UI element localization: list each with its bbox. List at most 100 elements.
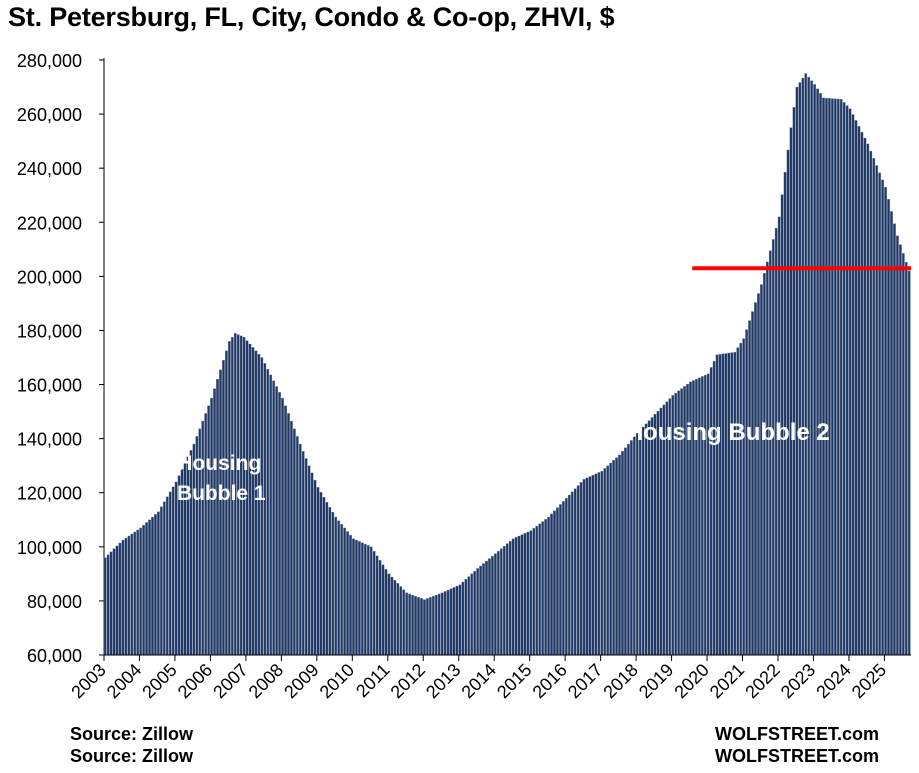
bar (896, 235, 899, 656)
x-axis: 2003200420052006200720082009201020112012… (67, 654, 911, 702)
bar (168, 491, 172, 656)
bar (573, 488, 577, 656)
bar (112, 548, 116, 656)
bar (162, 501, 166, 656)
bar (828, 98, 831, 656)
bar (204, 413, 208, 656)
bar (529, 530, 533, 656)
x-tick-label: 2017 (564, 660, 606, 702)
bar (207, 405, 210, 656)
bar (517, 535, 521, 656)
bar (653, 414, 657, 656)
y-tick-label: 220,000 (17, 213, 82, 233)
bar (157, 511, 160, 656)
bar (624, 447, 627, 656)
bar (745, 329, 748, 656)
bar (739, 342, 743, 656)
x-tick-label: 2005 (138, 660, 180, 702)
bar (142, 525, 145, 656)
bar (384, 569, 388, 656)
x-tick-label: 2022 (741, 660, 783, 702)
source-note-echo: Source: Zillow (70, 746, 194, 766)
bar (461, 581, 465, 656)
bar (148, 519, 151, 656)
y-tick-label: 180,000 (17, 321, 82, 341)
bar (290, 420, 293, 656)
bar (706, 373, 710, 656)
bar (431, 596, 435, 656)
bar (559, 504, 562, 656)
bar (523, 533, 527, 656)
bar (390, 576, 394, 656)
bar (904, 261, 908, 656)
bar (556, 507, 559, 656)
bar (881, 179, 884, 656)
bar (567, 494, 571, 656)
bar (553, 510, 556, 656)
bar (219, 369, 222, 656)
y-axis: 60,000 80,000 100,000 120,000 140,000 160,000… (17, 51, 105, 666)
bar (810, 80, 814, 656)
bar (399, 586, 403, 656)
bar (901, 253, 905, 656)
bar (801, 77, 805, 656)
y-tick-label: 260,000 (17, 105, 82, 125)
x-tick-label: 2018 (599, 660, 641, 702)
bar (449, 588, 453, 656)
bar (275, 386, 278, 656)
bar (455, 585, 459, 656)
bar (851, 114, 855, 656)
bar (287, 413, 290, 656)
bar (718, 354, 722, 656)
bar (420, 598, 423, 656)
source-note: Source: Zillow (70, 724, 194, 744)
bar (458, 584, 462, 656)
bar (381, 564, 385, 656)
bar (839, 99, 843, 656)
bar (866, 143, 870, 656)
bar (585, 477, 589, 656)
bar (656, 410, 660, 656)
bar (712, 360, 716, 656)
bar (647, 420, 651, 656)
bar (783, 172, 787, 656)
bar (402, 589, 406, 656)
bar (358, 541, 361, 656)
bar (505, 543, 509, 656)
bar-series (103, 73, 911, 656)
bar (833, 98, 837, 656)
y-tick-label: 200,000 (17, 267, 82, 287)
bar (703, 374, 707, 656)
bar (349, 534, 352, 656)
bar (437, 593, 441, 656)
bar (878, 172, 882, 656)
bar (733, 351, 737, 656)
x-tick-label: 2024 (812, 660, 854, 702)
bar (786, 149, 790, 656)
bar (502, 545, 506, 656)
bar (423, 599, 426, 656)
bar (638, 429, 642, 656)
bar (594, 473, 598, 656)
bar (641, 426, 645, 656)
bar (363, 543, 367, 656)
bar (816, 88, 819, 656)
x-tick-label: 2015 (493, 660, 535, 702)
x-tick-label: 2011 (352, 660, 394, 702)
bar (414, 596, 417, 656)
bar (538, 523, 542, 656)
bar (757, 293, 760, 656)
bar (266, 368, 270, 656)
bar (899, 244, 902, 656)
x-tick-label: 2013 (422, 660, 464, 702)
y-tick-label: 120,000 (17, 484, 82, 504)
bar (511, 538, 515, 656)
bar (863, 137, 867, 656)
chart-title: St. Petersburg, FL, City, Condo & Co-op,… (8, 2, 615, 32)
bar (635, 433, 639, 656)
x-tick-label: 2023 (777, 660, 819, 702)
bar (621, 451, 624, 656)
bar (893, 223, 896, 656)
x-tick-label: 2019 (635, 660, 677, 702)
bar (375, 555, 379, 656)
